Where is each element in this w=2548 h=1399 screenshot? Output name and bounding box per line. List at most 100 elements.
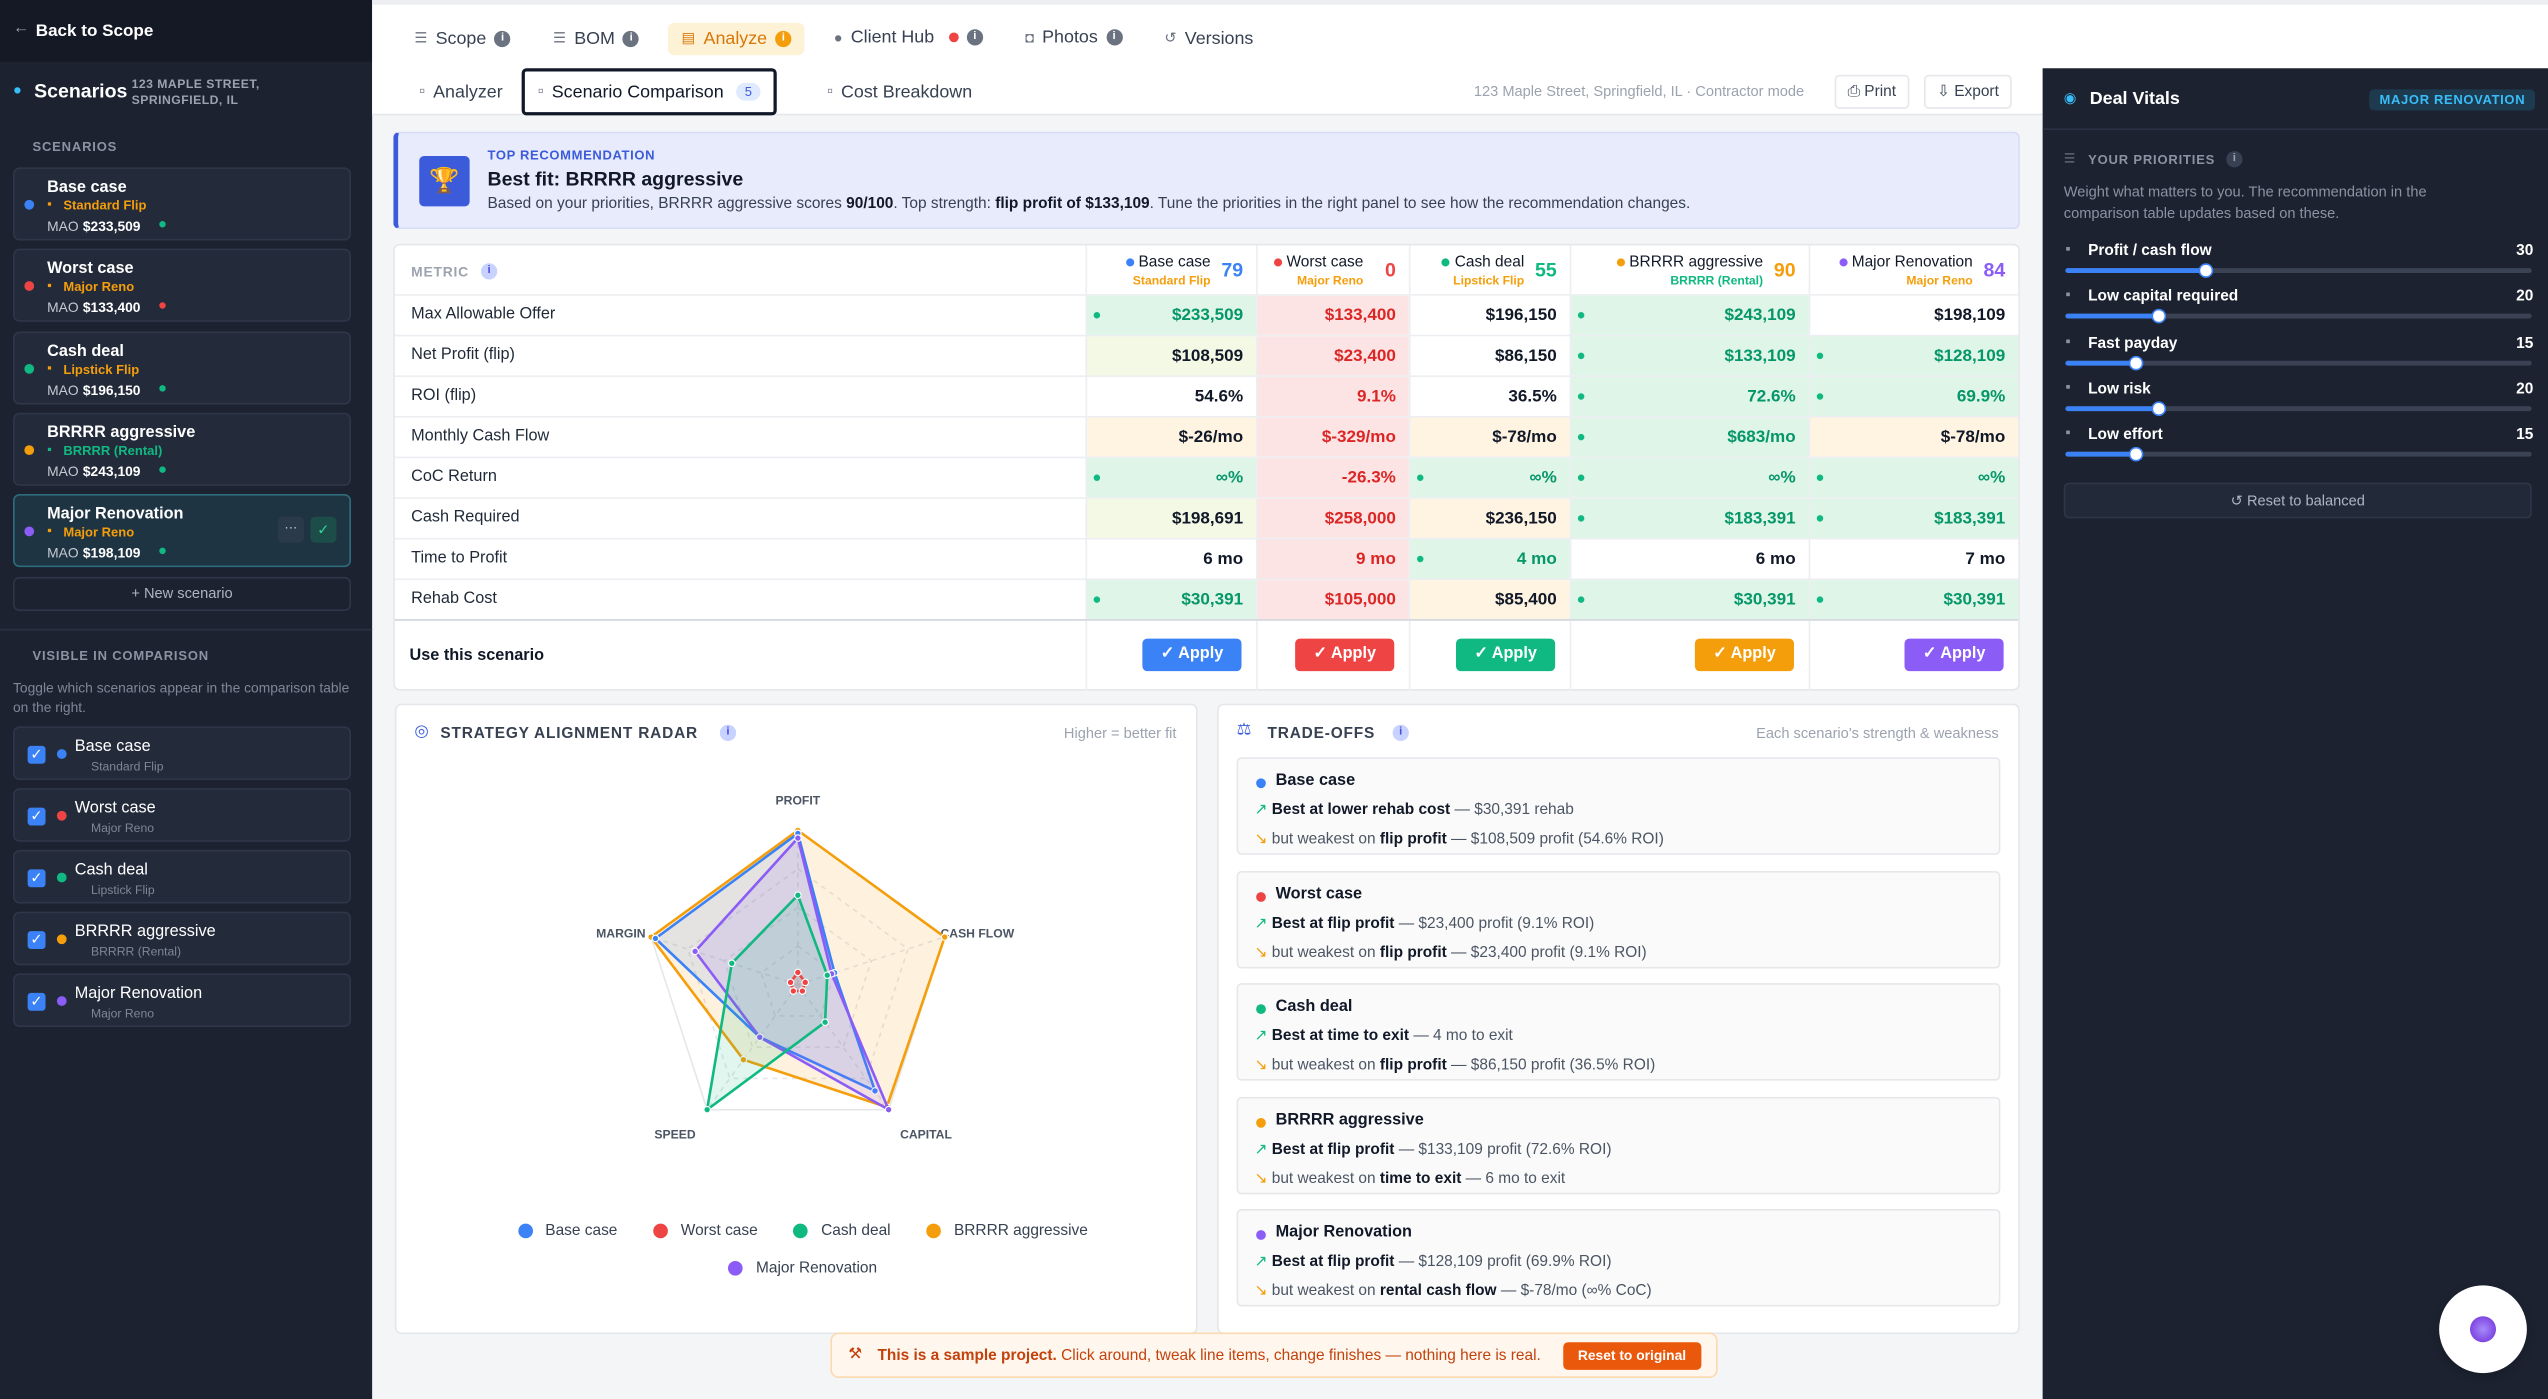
slider-knob[interactable]	[2128, 447, 2144, 462]
back-bar[interactable]: ← Back to Scope	[0, 0, 373, 62]
print-button[interactable]: ⎙ Print	[1834, 74, 1910, 109]
tradeoff-card: BRRRR aggressive ↗ Best at flip profit — …	[1236, 1096, 2001, 1194]
slider-knob[interactable]	[2198, 263, 2214, 278]
table-cell: ∞%	[1085, 458, 1257, 498]
mao-dot	[159, 221, 166, 228]
radar-area	[705, 892, 829, 1113]
nav-tab[interactable]: ☰ BOM i	[540, 22, 652, 55]
nav-icon: ☰	[414, 29, 428, 46]
cell-value: $108,509	[1171, 346, 1244, 366]
scenario-tag: Lipstick Flip	[63, 361, 140, 377]
column-score: 55	[1535, 258, 1557, 282]
weak-label: but weakest on	[1271, 943, 1376, 962]
apply-button[interactable]: ✓ Apply	[1295, 638, 1395, 672]
slider-knob[interactable]	[2152, 401, 2167, 416]
visible-toggle[interactable]: ✓ Worst case Major Reno	[13, 788, 351, 842]
nav-tab[interactable]: ● Client Hub i	[821, 21, 996, 54]
scenario-card[interactable]: Worst case Major Reno ▪ MAO $133,400	[13, 249, 351, 323]
nav-tab[interactable]: ◘ Photos i	[1012, 21, 1135, 54]
visible-toggle[interactable]: ✓ Base case Standard Flip	[13, 726, 351, 780]
weak-label: but weakest on	[1271, 1282, 1376, 1300]
sample-banner: ⚒ This is a sample project. Click around,…	[830, 1332, 1718, 1378]
back-label: Back to Scope	[35, 21, 154, 41]
export-button[interactable]: ⇩ Export	[1924, 74, 2012, 109]
scenario-card[interactable]: Base case Standard Flip ▪ MAO $233,509	[13, 167, 351, 241]
reset-balanced-button[interactable]: ↺ Reset to balanced	[2063, 482, 2532, 519]
sub-tab[interactable]: ▫ Cost Breakdown	[814, 68, 985, 115]
visible-toggle[interactable]: ✓ BRRRR aggressive BRRRR (Rental)	[13, 911, 351, 966]
slider-knob[interactable]	[2152, 309, 2167, 324]
column-name: Worst case	[1286, 253, 1364, 272]
strength: flip profit	[1327, 1139, 1395, 1158]
table-cell: $30,391	[1569, 580, 1809, 620]
apply-button[interactable]: ✓ Apply	[1456, 638, 1556, 672]
radar-note: Higher = better fit	[1063, 724, 1177, 741]
section-scenarios: SCENARIOS	[32, 139, 118, 155]
column-header: BRRRR aggressive BRRRR (Rental) 90	[1569, 245, 1809, 295]
radar-point	[871, 1087, 879, 1095]
visible-toggle[interactable]: ✓ Major Renovation Major Reno	[13, 973, 351, 1027]
slider-knob[interactable]	[2128, 355, 2144, 370]
divider	[2042, 128, 2548, 130]
cell-value: 4 mo	[1516, 549, 1557, 569]
export-label: Export	[1954, 82, 1999, 101]
scenario-card[interactable]: BRRRR aggressive BRRRR (Rental) ▪ MAO $243,1…	[13, 412, 351, 486]
table-cell: 6 mo	[1569, 539, 1809, 579]
priority-icon: ▪	[2065, 424, 2071, 441]
more-button[interactable]: ···	[277, 517, 304, 544]
strength-line: ↗ Best at flip profit — $23,400 profit (…	[1255, 914, 1595, 932]
table-cell: $233,509	[1085, 295, 1257, 335]
apply-button[interactable]: ✓ Apply	[1142, 638, 1242, 672]
new-scenario-button[interactable]: + New scenario	[13, 576, 351, 611]
nav-tab[interactable]: ▤ Analyze i	[668, 21, 805, 55]
banner-icon: ⚒	[848, 1345, 863, 1364]
weakness-line: ↘ but weakest on flip profit — $108,509 …	[1255, 830, 1664, 848]
sub-label: Scenario Comparison	[551, 82, 724, 102]
radar-axis-label: CAPITAL	[900, 1127, 952, 1141]
table-cell: 4 mo	[1408, 539, 1570, 579]
nav-tab[interactable]: ☰ Scope i	[401, 22, 523, 55]
strength-detail: — $23,400 profit (9.1% ROI)	[1398, 914, 1595, 932]
assistant-button[interactable]	[2439, 1285, 2527, 1374]
scenario-dot	[24, 199, 35, 210]
apply-sep	[1569, 620, 1572, 691]
scenario-card[interactable]: Cash deal Lipstick Flip ▪ MAO $196,150	[13, 330, 351, 404]
slider-track[interactable]	[2065, 406, 2532, 411]
cell-value: 69.9%	[1956, 386, 2006, 407]
visible-name: BRRRR aggressive	[74, 923, 216, 941]
table-cell: -26.3%	[1256, 458, 1409, 498]
sub-tab[interactable]: ▫ Scenario Comparison 5	[521, 68, 777, 116]
nav-tab[interactable]: ↺ Versions	[1151, 22, 1266, 55]
legend-item: Base case	[517, 1222, 617, 1240]
column-score: 90	[1773, 258, 1796, 282]
reset-original-button[interactable]: Reset to original	[1563, 1342, 1701, 1370]
visible-note: Toggle which scenarios appear in the com…	[13, 679, 350, 715]
row-label: ROI (flip)	[411, 386, 477, 405]
visible-tag: BRRRR (Rental)	[91, 944, 182, 959]
apply-button[interactable]: ✓ Apply	[1694, 638, 1794, 672]
slider-track[interactable]	[2065, 268, 2532, 273]
confirm-button[interactable]: ✓	[310, 517, 337, 544]
up-icon: ↗	[1254, 914, 1272, 932]
slider-track[interactable]	[2065, 360, 2532, 365]
best-dot	[1577, 474, 1585, 481]
row-label: CoC Return	[411, 468, 497, 486]
table-cell: 72.6%	[1569, 377, 1809, 416]
sub-tab[interactable]: ▫ Analyzer	[406, 68, 515, 115]
slider-track[interactable]	[2065, 314, 2532, 319]
apply-button[interactable]: ✓ Apply	[1904, 638, 2004, 672]
slider-fill	[2065, 314, 2159, 319]
visible-dot	[56, 810, 67, 821]
scenario-tag: Major Reno	[63, 279, 135, 295]
table-cell: $258,000	[1256, 498, 1409, 538]
scenarios-title: Scenarios	[34, 79, 128, 103]
slider-track[interactable]	[2065, 452, 2532, 457]
table-cell: $105,000	[1256, 580, 1409, 620]
table-cell: $133,109	[1569, 336, 1809, 376]
scenario-card[interactable]: Major Renovation Major Reno ▪ MAO $198,109 ··…	[13, 494, 351, 568]
checkbox: ✓	[27, 931, 46, 949]
visible-toggle[interactable]: ✓ Cash deal Lipstick Flip	[13, 849, 351, 904]
strength-detail: — $133,109 profit (72.6% ROI)	[1398, 1139, 1612, 1158]
column-tag: Standard Flip	[1132, 273, 1211, 288]
